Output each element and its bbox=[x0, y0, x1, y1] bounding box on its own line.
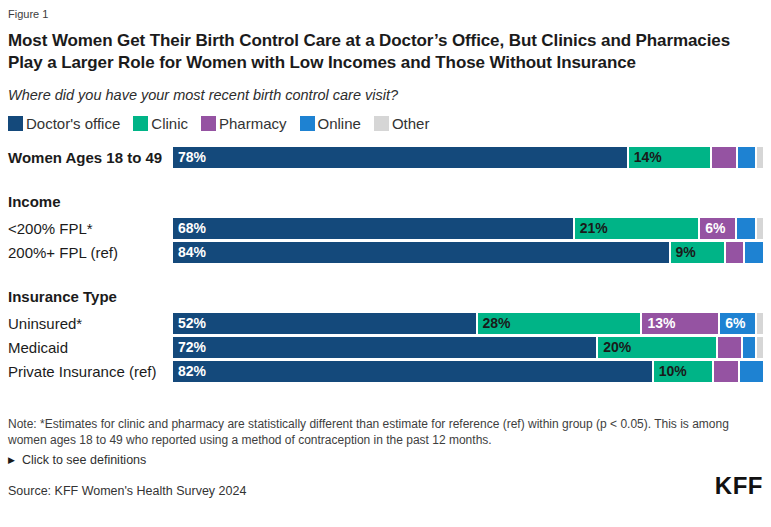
figure-label: Figure 1 bbox=[8, 8, 763, 20]
chart-question: Where did you have your most recent birt… bbox=[8, 87, 763, 103]
row-label: Private Insurance (ref) bbox=[8, 363, 173, 380]
row-label: Women Ages 18 to 49 bbox=[8, 149, 173, 166]
legend-label-other: Other bbox=[392, 115, 430, 132]
bar-row: Women Ages 18 to 4978%14% bbox=[8, 147, 763, 168]
bar-segment-other bbox=[757, 218, 763, 239]
bar-segment-online: 6% bbox=[720, 313, 755, 334]
legend-item-other: Other bbox=[374, 115, 430, 132]
bar-segment-other bbox=[757, 313, 763, 334]
definitions-toggle-label: Click to see definitions bbox=[22, 453, 146, 467]
footer: Source: KFF Women's Health Survey 2024 K… bbox=[8, 474, 763, 498]
row-label: Uninsured* bbox=[8, 315, 173, 332]
bar-track: 68%21%6% bbox=[173, 218, 763, 239]
bar-segment-online bbox=[737, 218, 755, 239]
legend-label-pharmacy: Pharmacy bbox=[219, 115, 287, 132]
bar-row: Uninsured*52%28%13%6% bbox=[8, 313, 763, 334]
legend-swatch-clinic bbox=[133, 116, 148, 131]
bar-segment-online bbox=[740, 361, 763, 382]
bar-segment-pharmacy bbox=[726, 242, 744, 263]
bar-segment-clinic: 14% bbox=[629, 147, 711, 168]
bar-segment-other bbox=[757, 147, 763, 168]
bar-segment-clinic: 21% bbox=[575, 218, 698, 239]
legend-swatch-online bbox=[300, 116, 315, 131]
bar-row: Medicaid72%20% bbox=[8, 337, 763, 358]
bar-row: Private Insurance (ref)82%10% bbox=[8, 361, 763, 382]
bar-segment-doctors-office: 68% bbox=[173, 218, 573, 239]
row-label: 200%+ FPL (ref) bbox=[8, 244, 173, 261]
legend-swatch-pharmacy bbox=[201, 116, 216, 131]
page-title: Most Women Get Their Birth Control Care … bbox=[8, 30, 763, 75]
bar-track: 78%14% bbox=[173, 147, 763, 168]
legend-label-online: Online bbox=[318, 115, 361, 132]
group-header: Income bbox=[8, 193, 763, 210]
bar-row: 200%+ FPL (ref)84%9% bbox=[8, 242, 763, 263]
bar-track: 52%28%13%6% bbox=[173, 313, 763, 334]
bar-segment-online bbox=[745, 242, 763, 263]
bar-segment-doctors-office: 78% bbox=[173, 147, 627, 168]
chart-legend: Doctor's office Clinic Pharmacy Online Other bbox=[8, 115, 763, 132]
legend-label-clinic: Clinic bbox=[151, 115, 188, 132]
group-header: Insurance Type bbox=[8, 288, 763, 305]
bar-segment-online bbox=[738, 147, 756, 168]
legend-swatch-doctors-office bbox=[8, 116, 23, 131]
triangle-right-icon: ▶ bbox=[8, 455, 15, 465]
bar-track: 82%10% bbox=[173, 361, 763, 382]
bar-track: 84%9% bbox=[173, 242, 763, 263]
bar-segment-clinic: 20% bbox=[598, 337, 716, 358]
legend-item-clinic: Clinic bbox=[133, 115, 188, 132]
legend-label-doctors-office: Doctor's office bbox=[26, 115, 120, 132]
definitions-toggle[interactable]: ▶ Click to see definitions bbox=[8, 453, 146, 467]
kff-logo: KFF bbox=[715, 474, 763, 498]
legend-swatch-other bbox=[374, 116, 389, 131]
bar-segment-pharmacy: 6% bbox=[700, 218, 735, 239]
bar-segment-other bbox=[757, 337, 763, 358]
bar-segment-pharmacy bbox=[712, 147, 735, 168]
bar-segment-doctors-office: 72% bbox=[173, 337, 596, 358]
bar-segment-doctors-office: 52% bbox=[173, 313, 476, 334]
chart: Women Ages 18 to 4978%14% Income <200% FPL… bbox=[8, 147, 763, 382]
bar-row: <200% FPL*68%21%6% bbox=[8, 218, 763, 239]
bar-segment-clinic: 9% bbox=[671, 242, 724, 263]
legend-item-doctors-office: Doctor's office bbox=[8, 115, 120, 132]
source-text: Source: KFF Women's Health Survey 2024 bbox=[8, 484, 246, 498]
bar-segment-doctors-office: 84% bbox=[173, 242, 669, 263]
bar-segment-pharmacy bbox=[714, 361, 737, 382]
bar-segment-doctors-office: 82% bbox=[173, 361, 652, 382]
bar-track: 72%20% bbox=[173, 337, 763, 358]
figure: Figure 1 Most Women Get Their Birth Cont… bbox=[0, 0, 771, 527]
bar-segment-clinic: 28% bbox=[478, 313, 641, 334]
legend-item-pharmacy: Pharmacy bbox=[201, 115, 287, 132]
row-label: <200% FPL* bbox=[8, 220, 173, 237]
row-label: Medicaid bbox=[8, 339, 173, 356]
note-text: Note: *Estimates for clinic and pharmacy… bbox=[8, 416, 753, 448]
bar-segment-online bbox=[743, 337, 755, 358]
bar-segment-pharmacy: 13% bbox=[642, 313, 718, 334]
bar-segment-pharmacy bbox=[718, 337, 742, 358]
legend-item-online: Online bbox=[300, 115, 361, 132]
bar-segment-clinic: 10% bbox=[654, 361, 712, 382]
